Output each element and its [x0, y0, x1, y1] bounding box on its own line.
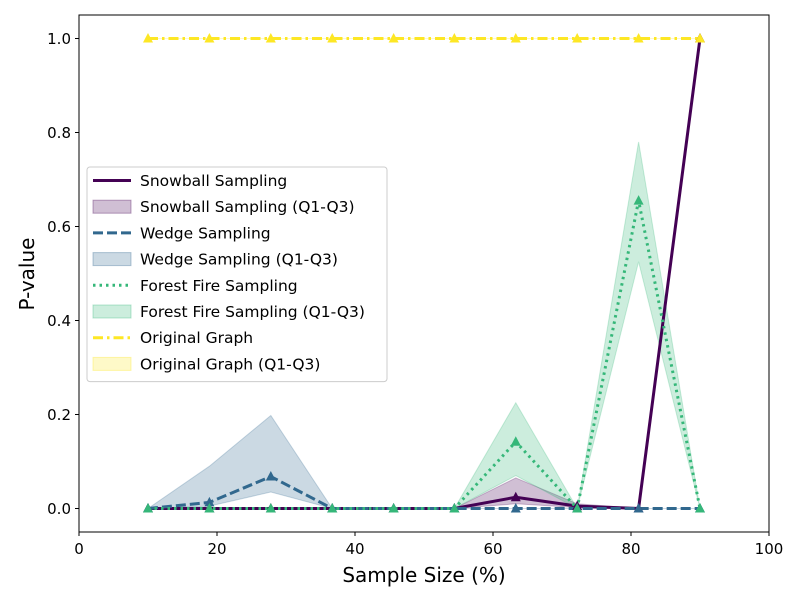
y-tick-label: 0.4: [47, 312, 71, 330]
line-forest-fire-sampling: [148, 199, 702, 510]
point-forest-fire-sampling: [388, 503, 399, 513]
point-forest-fire-sampling: [695, 503, 705, 513]
point-original-graph: [388, 33, 399, 43]
y-tick-label: 0.8: [47, 124, 71, 142]
point-original-graph: [510, 33, 521, 43]
x-tick-label: 100: [755, 540, 784, 558]
legend: Snowball Sampling Snowball Sampling (Q1-Q…: [86, 166, 388, 383]
x-tick-label: 40: [345, 540, 364, 558]
legend-swatch-original-graph-q1-q3: [92, 356, 132, 371]
legend-label-snowball-sampling-q1-q3: Snowball Sampling (Q1-Q3): [140, 198, 355, 216]
y-tick-label: 0.0: [47, 500, 71, 518]
legend-box: [86, 166, 388, 383]
legend-label-wedge-sampling: Wedge Sampling: [140, 224, 271, 242]
y-axis-ticks: 0.0 0.2 0.4 0.6 0.8 1.0: [47, 30, 79, 518]
x-axis-ticks: 0 20 40 60 80 100: [74, 532, 783, 558]
legend-swatch-wedge-sampling-q1-q3: [92, 252, 132, 267]
x-tick-label: 0: [74, 540, 84, 558]
legend-swatch-snowball-sampling-q1-q3: [92, 199, 132, 214]
point-snowball-sampling: [510, 491, 521, 502]
point-forest-fire-sampling: [572, 503, 583, 513]
point-original-graph: [327, 33, 338, 43]
legend-label-original-graph-q1-q3: Original Graph (Q1-Q3): [140, 355, 320, 373]
point-forest-fire-sampling: [633, 195, 644, 205]
y-tick-label: 1.0: [47, 30, 71, 48]
point-original-graph: [695, 33, 705, 43]
point-forest-fire-sampling: [204, 503, 215, 513]
point-wedge-sampling: [204, 496, 215, 507]
marker-layer: [143, 33, 705, 513]
x-tick-label: 60: [483, 540, 502, 558]
point-original-graph: [449, 33, 460, 43]
x-axis-label: Sample Size (%): [342, 563, 505, 587]
line-wedge-sampling: [147, 475, 700, 510]
point-wedge-sampling: [265, 471, 276, 481]
legend-label-wedge-sampling-q1-q3: Wedge Sampling (Q1-Q3): [140, 251, 338, 269]
point-original-graph: [633, 33, 644, 43]
point-forest-fire-sampling: [510, 436, 521, 446]
legend-label-snowball-sampling: Snowball Sampling: [140, 172, 287, 190]
point-original-graph: [265, 33, 276, 43]
point-forest-fire-sampling: [265, 503, 276, 513]
point-original-graph: [572, 33, 583, 43]
point-wedge-sampling: [633, 503, 644, 513]
line-layer: [147, 37, 702, 510]
point-original-graph: [204, 33, 215, 43]
point-original-graph: [143, 33, 153, 43]
point-wedge-sampling: [510, 503, 521, 513]
legend-swatch-forest-fire-sampling-q1-q3: [92, 304, 132, 319]
legend-label-original-graph: Original Graph: [140, 329, 253, 347]
y-axis-label: P-value: [15, 238, 39, 311]
legend-label-forest-fire-sampling-q1-q3: Forest Fire Sampling (Q1-Q3): [140, 303, 365, 321]
point-forest-fire-sampling: [449, 503, 460, 513]
legend-label-forest-fire-sampling: Forest Fire Sampling: [140, 277, 298, 295]
point-forest-fire-sampling: [143, 503, 153, 513]
y-tick-label: 0.6: [47, 218, 71, 236]
plot-frame: [78, 14, 770, 533]
x-tick-label: 80: [621, 540, 640, 558]
y-tick-label: 0.2: [47, 406, 71, 424]
x-tick-label: 20: [207, 540, 226, 558]
point-forest-fire-sampling: [327, 503, 338, 513]
